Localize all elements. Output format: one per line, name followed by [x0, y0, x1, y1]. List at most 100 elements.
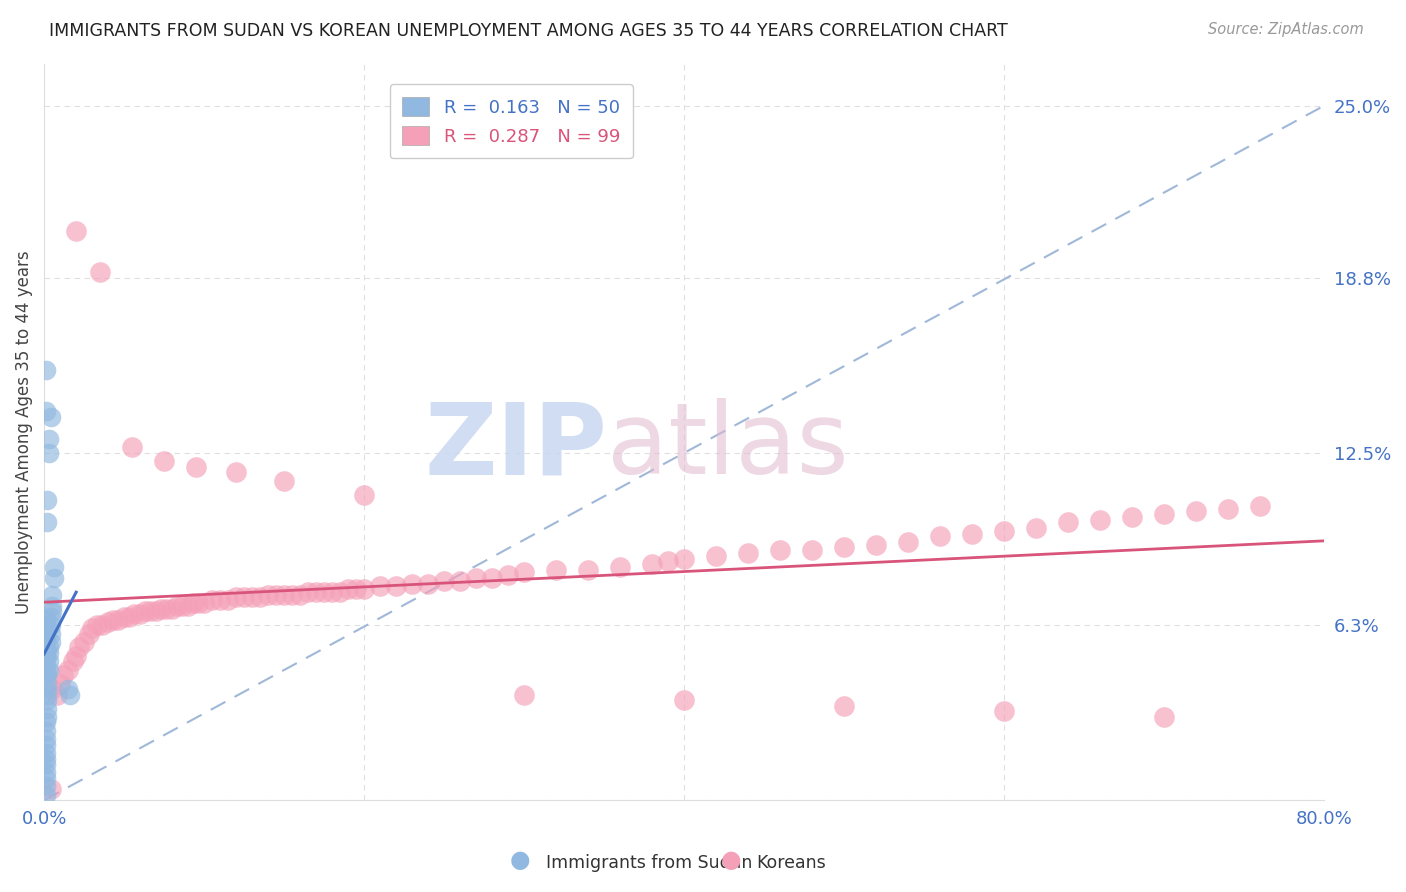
Point [149, 601, 172, 615]
Point [35, 648, 58, 663]
Point [73, 635, 96, 649]
Point [138, 604, 160, 618]
Point [576, 563, 599, 577]
Point [321, 585, 343, 599]
Point [37, 493, 59, 508]
Point [35, 780, 58, 794]
Text: IMMIGRANTS FROM SUDAN VS KOREAN UNEMPLOYMENT AMONG AGES 35 TO 44 YEARS CORRELATI: IMMIGRANTS FROM SUDAN VS KOREAN UNEMPLOY… [49, 22, 1008, 40]
Point [35, 732, 58, 747]
Point [41, 599, 63, 613]
Point [107, 613, 129, 627]
Point [657, 554, 679, 568]
Point [56, 663, 79, 677]
Point [496, 568, 519, 582]
Point [897, 534, 920, 549]
Point [42, 560, 65, 574]
Point [38, 646, 60, 660]
Text: Source: ZipAtlas.com: Source: ZipAtlas.com [1208, 22, 1364, 37]
Point [225, 591, 247, 605]
Point [160, 601, 183, 615]
Text: ●: ● [721, 848, 741, 872]
Point [41, 604, 63, 618]
Point [1249, 499, 1271, 513]
Point [59, 688, 82, 702]
Point [39, 618, 62, 632]
Point [288, 588, 311, 602]
Point [37, 516, 59, 530]
Point [1121, 509, 1143, 524]
Point [1216, 501, 1239, 516]
Point [86, 618, 108, 632]
Point [39, 409, 62, 424]
Point [1153, 710, 1175, 724]
Point [35, 624, 58, 638]
Point [297, 585, 319, 599]
Point [1088, 513, 1111, 527]
Point [264, 588, 287, 602]
Point [35, 723, 58, 738]
Point [38, 432, 60, 446]
Point [368, 579, 391, 593]
Point [832, 541, 855, 555]
Text: Koreans: Koreans [756, 855, 827, 872]
Point [329, 585, 352, 599]
Point [77, 626, 100, 640]
Point [97, 615, 120, 630]
Point [344, 582, 367, 596]
Point [90, 618, 112, 632]
Point [62, 654, 84, 668]
Point [465, 571, 488, 585]
Point [42, 571, 65, 585]
Point [769, 543, 792, 558]
Point [35, 651, 58, 665]
Point [39, 610, 62, 624]
Point [112, 610, 135, 624]
Point [35, 629, 58, 643]
Point [233, 591, 256, 605]
Point [35, 660, 58, 674]
Point [337, 582, 360, 596]
Point [166, 599, 188, 613]
Point [37, 682, 59, 697]
Point [35, 746, 58, 760]
Point [385, 579, 408, 593]
Point [1025, 521, 1047, 535]
Point [35, 765, 58, 780]
Point [129, 607, 152, 621]
Point [273, 588, 295, 602]
Point [37, 676, 59, 690]
Point [1057, 516, 1080, 530]
Point [37, 688, 59, 702]
Point [249, 591, 271, 605]
Text: Immigrants from Sudan: Immigrants from Sudan [546, 855, 752, 872]
Point [35, 788, 58, 802]
Point [35, 715, 58, 730]
Point [35, 643, 58, 657]
Point [35, 738, 58, 752]
Point [155, 601, 177, 615]
Point [673, 693, 696, 707]
Point [41, 588, 63, 602]
Point [35, 665, 58, 680]
Point [35, 404, 58, 418]
Point [65, 648, 87, 663]
Point [193, 596, 215, 610]
Point [35, 618, 58, 632]
Point [1153, 507, 1175, 521]
Point [39, 635, 62, 649]
Point [45, 688, 67, 702]
Point [122, 607, 145, 621]
Point [118, 610, 141, 624]
Point [38, 663, 60, 677]
Point [240, 591, 263, 605]
Point [187, 596, 209, 610]
Point [433, 574, 456, 588]
Point [35, 757, 58, 772]
Text: ZIP: ZIP [425, 399, 607, 495]
Point [38, 446, 60, 460]
Point [35, 771, 58, 785]
Point [449, 574, 471, 588]
Point [170, 599, 193, 613]
Point [704, 549, 727, 563]
Point [993, 524, 1015, 538]
